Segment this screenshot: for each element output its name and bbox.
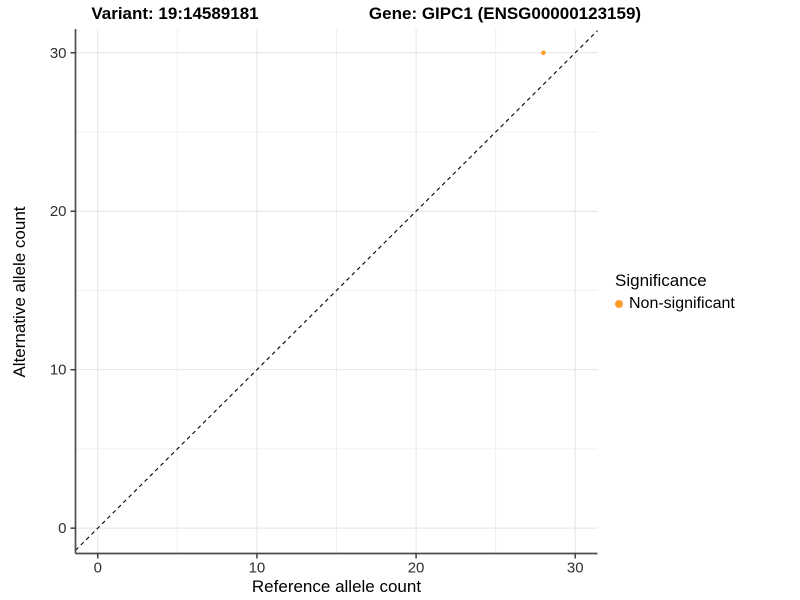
x-tick-label: 0	[94, 560, 102, 577]
legend: Significance Non-significant	[615, 271, 735, 313]
data-point	[541, 50, 546, 56]
variant-title: Variant: 19:14589181	[91, 4, 259, 23]
y-tick-label: 20	[50, 203, 67, 220]
x-axis-title: Reference allele count	[251, 577, 422, 596]
y-tick-label: 30	[50, 45, 67, 62]
legend-items: Non-significant	[615, 295, 735, 313]
legend-title: Significance	[615, 271, 707, 290]
gene-title: Gene: GIPC1 (ENSG00000123159)	[368, 4, 642, 23]
x-tick-label: 20	[408, 560, 425, 577]
y-tick-label: 10	[50, 362, 67, 379]
identity-dashed-line	[75, 30, 598, 551]
x-tick-label: 30	[567, 560, 584, 577]
legend-dot-icon	[615, 300, 623, 308]
legend-item: Non-significant	[615, 295, 735, 313]
y-axis-title: Alternative allele count	[10, 206, 29, 378]
y-tick-label: 0	[58, 520, 66, 537]
legend-item-label: Non-significant	[629, 295, 735, 312]
x-tick-label: 10	[249, 560, 266, 577]
